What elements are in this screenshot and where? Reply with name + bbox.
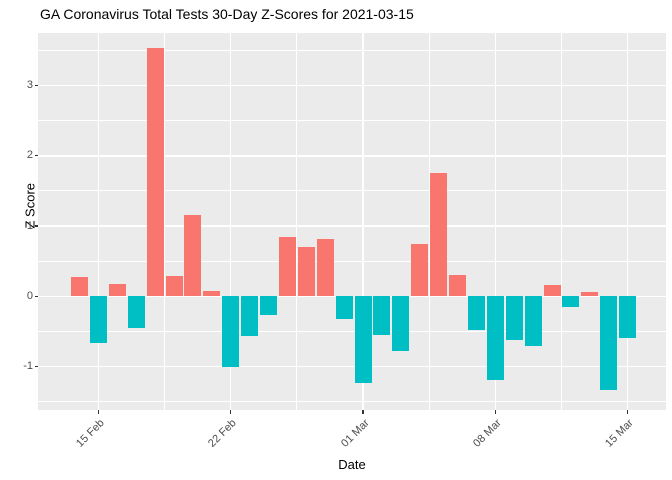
bar-2021-03-12 [562,296,580,307]
x-tick-label: 01 Mar [338,417,372,450]
major-gridline-x [229,33,232,410]
bar-2021-02-16 [108,283,126,297]
x-tick-mark [362,410,364,414]
bar-2021-03-07 [467,296,485,330]
x-tick-label: 22 Feb [206,417,240,450]
bar-2021-03-14 [600,296,618,391]
bar-2021-02-20 [184,214,202,297]
y-tick-mark [34,155,38,157]
major-gridline-x [494,33,497,410]
chart-title: GA Coronavirus Total Tests 30-Day Z-Scor… [40,6,414,22]
x-tick-label: 15 Mar [603,417,637,450]
minor-gridline-y [38,260,666,262]
bar-2021-03-11 [543,285,561,297]
y-tick-label: 1 [26,219,33,232]
bar-2021-03-15 [619,296,637,339]
major-gridline-y [38,365,666,368]
y-tick-mark [34,295,38,297]
y-tick-label: -1 [23,359,33,372]
bar-2021-03-01 [354,296,372,384]
minor-gridline-x [560,33,562,410]
bar-2021-03-04 [411,244,429,297]
minor-gridline-x [428,33,430,410]
minor-gridline-y [38,401,666,403]
x-tick-mark [230,410,232,414]
minor-gridline-y [38,190,666,192]
major-gridline-y [38,84,666,87]
bar-2021-02-21 [203,290,221,297]
bar-2021-03-02 [373,296,391,335]
bar-2021-02-23 [241,296,259,336]
plot-panel [38,33,666,410]
minor-gridline-y [38,120,666,122]
bar-2021-02-28 [335,296,353,320]
bar-2021-03-10 [524,296,542,347]
x-axis-title: Date [338,457,366,472]
major-gridline-x [626,33,629,410]
y-tick-label: 3 [26,79,33,92]
bar-2021-02-22 [222,296,240,368]
y-tick-label: 2 [26,149,33,162]
bar-2021-02-15 [89,296,107,344]
x-tick-mark [97,410,99,414]
bar-2021-03-03 [392,296,410,352]
y-tick-label: 0 [26,289,33,302]
bar-2021-03-05 [430,172,448,297]
bar-2021-02-19 [165,275,183,297]
major-gridline-x [362,33,364,410]
bar-2021-03-08 [486,296,504,380]
bar-2021-03-06 [449,274,466,297]
x-tick-label: 08 Mar [471,417,504,450]
minor-gridline-y [38,50,666,52]
bar-2021-02-26 [297,247,315,297]
y-tick-mark [34,225,38,227]
x-tick-mark [627,410,629,414]
major-gridline-x [97,33,100,410]
bar-2021-02-18 [146,48,164,297]
major-gridline-y [38,155,666,157]
bar-2021-02-27 [316,239,334,297]
bar-2021-03-13 [581,292,599,297]
minor-gridline-x [164,33,166,410]
y-tick-mark [34,365,38,368]
bar-2021-03-09 [505,296,523,340]
x-tick-label: 15 Feb [74,417,107,450]
y-tick-mark [34,85,38,87]
bar-2021-02-17 [127,296,145,328]
x-tick-mark [494,410,496,414]
major-gridline-y [38,225,666,227]
minor-gridline-y [38,330,666,332]
bar-2021-02-24 [260,296,277,316]
minor-gridline-x [296,33,298,410]
bar-2021-02-14 [71,277,88,297]
bar-2021-02-25 [278,236,296,297]
